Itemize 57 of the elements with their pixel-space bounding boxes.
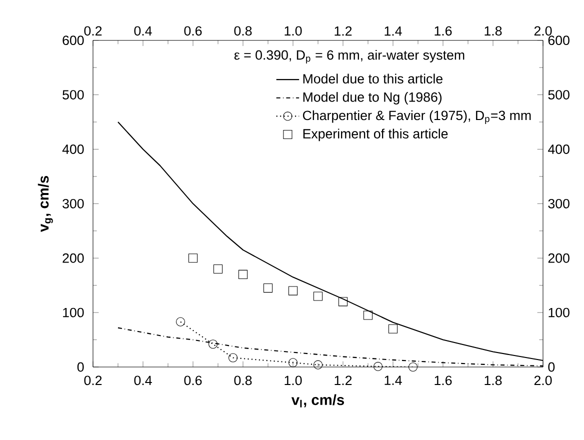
- x2-tick-label: 0.2: [84, 376, 102, 386]
- x2-tick-label: 0.6: [184, 376, 202, 386]
- y2-tick-label: 400: [548, 144, 570, 154]
- point: [288, 358, 298, 368]
- x-axis-title: v$_{l}$, cm/s: [291, 394, 344, 408]
- x2-tick-label: 2.0: [534, 376, 552, 386]
- y2-tick-label: 200: [548, 253, 570, 263]
- point: [228, 353, 238, 362]
- x2-tick-label: 1.6: [434, 376, 452, 386]
- point: [263, 284, 273, 293]
- point: [238, 270, 248, 279]
- legend-label: Model due to Ng (1986): [303, 92, 442, 104]
- x2-tick-label: 0.8: [234, 376, 252, 386]
- point: [188, 254, 198, 263]
- y2-tick-label: 0: [548, 362, 555, 372]
- legend-label: Charpentier & Favier (1975), D$_{p}$=3 mm: [302, 110, 531, 124]
- y2-tick-label: 300: [548, 198, 570, 208]
- y-tick-label: 200: [62, 253, 84, 263]
- point: [208, 340, 218, 349]
- y-tick-label: 600: [62, 36, 84, 46]
- x2-tick-label: 1.4: [384, 376, 402, 385]
- x-tick-label: 1.4: [384, 26, 402, 36]
- y-axis-title: v$_{g}$, cm/s: [38, 176, 53, 232]
- point: [288, 286, 298, 296]
- y2-tick-label: 100: [548, 308, 570, 318]
- y-tick-label: 400: [62, 144, 84, 154]
- legend-title: ε = 0.390, D$_{p}$ = 6 mm, air-water system: [234, 50, 464, 64]
- point: [176, 317, 186, 326]
- y-tick-label: 0: [77, 362, 84, 372]
- y-tick-label: 300: [62, 198, 84, 208]
- x-tick-label: 1.2: [334, 26, 352, 36]
- x2-tick-label: 1.8: [484, 376, 502, 386]
- x-tick-label: 0.2: [84, 26, 102, 36]
- point: [373, 362, 383, 371]
- point: [363, 310, 373, 320]
- x-tick-label: 0.6: [184, 26, 202, 36]
- x-tick-label: 1.8: [484, 26, 502, 36]
- x2-tick-label: 1.2: [334, 376, 352, 386]
- y-tick-label: 500: [62, 90, 84, 100]
- point: [313, 292, 323, 301]
- x-tick-label: 0.4: [134, 26, 152, 36]
- point: [213, 264, 223, 274]
- legend-label: Experiment of this article: [303, 128, 448, 142]
- legend-label: Model due to this article: [303, 74, 442, 84]
- y2-tick-label: 600: [548, 36, 570, 46]
- y2-tick-label: 500: [548, 90, 570, 100]
- x-tick-label: 2.0: [534, 26, 552, 36]
- x-tick-label: 1.0: [284, 26, 302, 36]
- x2-tick-label: 1.0: [284, 376, 302, 386]
- x-tick-label: 0.8: [234, 26, 252, 36]
- x2-tick-label: 0.4: [134, 376, 152, 386]
- point: [408, 362, 418, 372]
- point: [338, 297, 348, 306]
- point: [313, 360, 323, 370]
- x-tick-label: 1.6: [434, 26, 452, 36]
- point: [388, 324, 398, 334]
- y-tick-label: 100: [63, 308, 84, 318]
